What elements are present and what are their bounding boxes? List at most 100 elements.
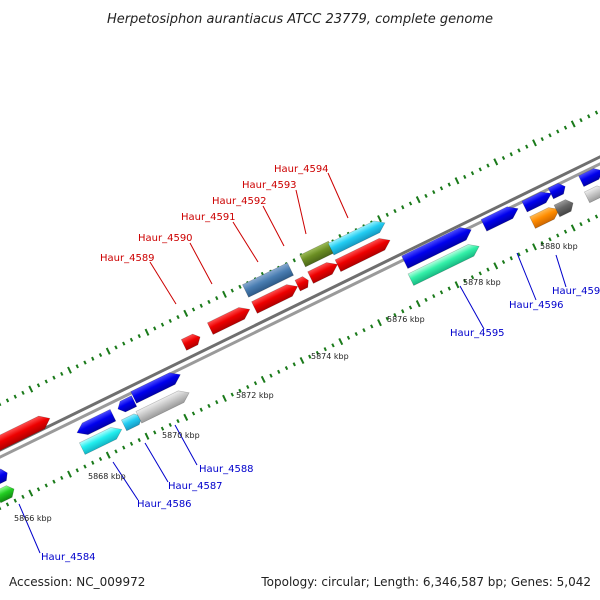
gene-arrow-gray (135, 390, 190, 424)
tick-mark (137, 437, 141, 443)
tick-mark (377, 215, 382, 223)
tick-mark (160, 322, 165, 327)
scale-label-5880: 5880 kbp (540, 242, 578, 251)
tick-mark (525, 248, 529, 253)
tick-mark (346, 335, 351, 340)
gene-arrow-aqua (78, 427, 123, 455)
tick-mark (176, 315, 180, 320)
scale-label-5876: 5876 kbp (387, 315, 425, 324)
tick-mark (144, 432, 150, 440)
tick-mark (377, 319, 382, 327)
tick-mark (28, 489, 34, 497)
tick-mark (385, 212, 389, 217)
tick-mark (292, 258, 296, 263)
tick-mark (21, 494, 25, 499)
tick-mark (415, 300, 421, 308)
gene-label-haur-4592: Haur_4592 (212, 196, 267, 207)
scale-label-5872: 5872 kbp (236, 391, 274, 400)
tick-mark (13, 498, 17, 503)
tick-mark (105, 451, 111, 459)
tick-mark (579, 118, 583, 123)
tick-mark (308, 354, 312, 359)
tick-mark (432, 190, 436, 195)
tick-mark (137, 333, 141, 339)
tick-mark (5, 398, 10, 403)
tick-mark (594, 214, 599, 219)
tick-mark (144, 328, 150, 336)
tick-mark (91, 460, 95, 465)
gene-label-haur-4584: Haur_4584 (41, 552, 96, 563)
tick-mark (160, 426, 165, 431)
scale-label-5870: 5870 kbp (162, 431, 200, 440)
tick-mark (292, 362, 296, 367)
tick-mark (199, 303, 203, 308)
tick-mark (83, 360, 87, 365)
tick-mark (122, 445, 126, 450)
tick-mark (98, 352, 103, 358)
tick-mark (424, 193, 428, 198)
tick-mark (408, 305, 413, 310)
tick-mark (401, 309, 405, 314)
tick-mark (129, 441, 134, 446)
gene-arrow-blue (401, 227, 472, 269)
tick-mark (122, 341, 126, 346)
tick-mark (362, 328, 366, 333)
tick-mark (75, 468, 79, 473)
tick-mark (191, 307, 196, 312)
gene-arrow-mint (407, 244, 480, 286)
tick-mark (447, 182, 451, 187)
tick-mark (246, 384, 250, 390)
gene-label-haur-4586: Haur_4586 (137, 499, 192, 510)
gene-label-haur-4591: Haur_4591 (181, 212, 236, 223)
tick-mark (207, 299, 211, 305)
tick-mark (230, 392, 234, 397)
tick-mark (28, 385, 34, 393)
tick-mark (408, 201, 413, 206)
tick-mark (183, 309, 189, 317)
tick-mark (470, 171, 475, 176)
gene-arrow-cyan (327, 220, 386, 256)
tick-mark (470, 275, 475, 280)
tick-mark (432, 294, 436, 299)
tick-mark (153, 430, 157, 435)
gene-label-haur-4589: Haur_4589 (100, 253, 155, 264)
tick-mark (253, 381, 258, 386)
tick-mark (587, 218, 591, 223)
tick-mark (532, 139, 537, 147)
tick-mark (0, 402, 2, 407)
upper-gene-labels: Haur_4589 Haur_4590 Haur_4591 Haur_4592 … (100, 164, 329, 264)
tick-mark (424, 297, 428, 302)
tick-mark (401, 205, 405, 210)
tick-mark (168, 318, 172, 323)
tick-mark (501, 155, 506, 161)
tick-mark (60, 371, 64, 376)
tick-mark (315, 350, 320, 355)
tick-mark (277, 369, 281, 374)
tick-mark (331, 343, 335, 348)
tick-mark (509, 256, 513, 261)
inner-tick-track (0, 214, 599, 511)
tick-mark (60, 475, 64, 480)
tick-mark (548, 237, 552, 242)
tick-mark (21, 390, 25, 395)
tick-mark (176, 419, 180, 424)
tick-mark (222, 394, 227, 402)
tick-mark (67, 366, 72, 374)
tick-mark (260, 375, 266, 384)
scale-label-5868: 5868 kbp (88, 472, 126, 481)
gene-label-haur-4595: Haur_4595 (450, 328, 505, 339)
gene-arrow-red (307, 262, 338, 284)
tick-mark (98, 456, 103, 462)
tick-mark (168, 422, 172, 427)
gene-arrow-red (0, 415, 51, 453)
gene-label-haur-4596: Haur_4596 (509, 300, 564, 311)
tick-mark (153, 326, 157, 331)
tick-mark (67, 470, 72, 478)
scale-label-5866: 5866 kbp (14, 514, 52, 523)
gene-arrow-blue (0, 468, 8, 486)
tick-mark (501, 259, 506, 265)
tick-mark (52, 375, 56, 380)
gene-arrow-blue (76, 408, 117, 435)
gene-arrow-red (294, 276, 309, 292)
